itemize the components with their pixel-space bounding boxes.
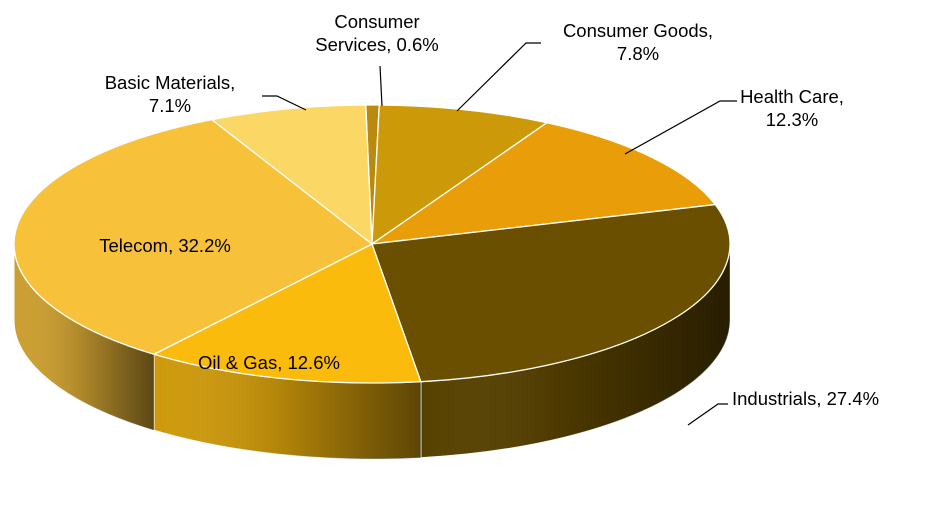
data-label-line: 7.8% xyxy=(617,43,659,64)
leader-line-industrials xyxy=(687,403,728,426)
data-label-basic-materials: Basic Materials, 7.1% xyxy=(105,72,236,116)
data-label-line: Services, 0.6% xyxy=(315,34,438,55)
data-label-health-care: Health Care, 12.3% xyxy=(740,86,844,130)
pie-sides xyxy=(13,243,731,460)
slice-health-care xyxy=(371,122,716,245)
data-label-consumer-goods: Consumer Goods, 7.8% xyxy=(563,20,713,64)
data-label-line: Oil & Gas, 12.6% xyxy=(198,352,340,373)
data-label-line: Telecom, 32.2% xyxy=(99,235,231,256)
data-label-consumer-services: Consumer Services, 0.6% xyxy=(315,11,438,55)
slice-oil-and-gas xyxy=(153,243,422,384)
data-label-oil-and-gas: Oil & Gas, 12.6% xyxy=(198,352,340,373)
side-shade-telecom xyxy=(14,244,154,431)
slice-basic-materials xyxy=(211,104,373,245)
slice-industrials xyxy=(371,203,731,383)
side-shade-oil-and-gas xyxy=(153,354,421,459)
data-label-line: Basic Materials, xyxy=(105,72,236,93)
slice-telecom xyxy=(13,119,373,355)
data-label-industrials: Industrials, 27.4% xyxy=(732,388,879,409)
data-label-line: 7.1% xyxy=(149,95,191,116)
leader-line-consumer-goods xyxy=(456,42,541,112)
data-label-line: Health Care, xyxy=(740,86,844,107)
data-label-line: Consumer xyxy=(334,11,419,32)
data-label-line: Industrials, 27.4% xyxy=(732,388,879,409)
pie-top-faces xyxy=(13,104,731,384)
leader-line-health-care xyxy=(624,100,737,155)
data-label-telecom: Telecom, 32.2% xyxy=(99,235,231,256)
side-shade-industrials xyxy=(420,244,730,458)
data-label-line: 12.3% xyxy=(766,109,818,130)
leader-line-consumer-services xyxy=(379,65,383,107)
data-label-line: Consumer Goods, xyxy=(563,20,713,41)
leader-line-basic-materials xyxy=(262,95,307,111)
slice-consumer-goods xyxy=(371,104,548,245)
data-labels: Consumer Services, 0.6% Consumer Goods, 7.8… xyxy=(99,11,879,409)
leader-lines xyxy=(262,42,737,426)
